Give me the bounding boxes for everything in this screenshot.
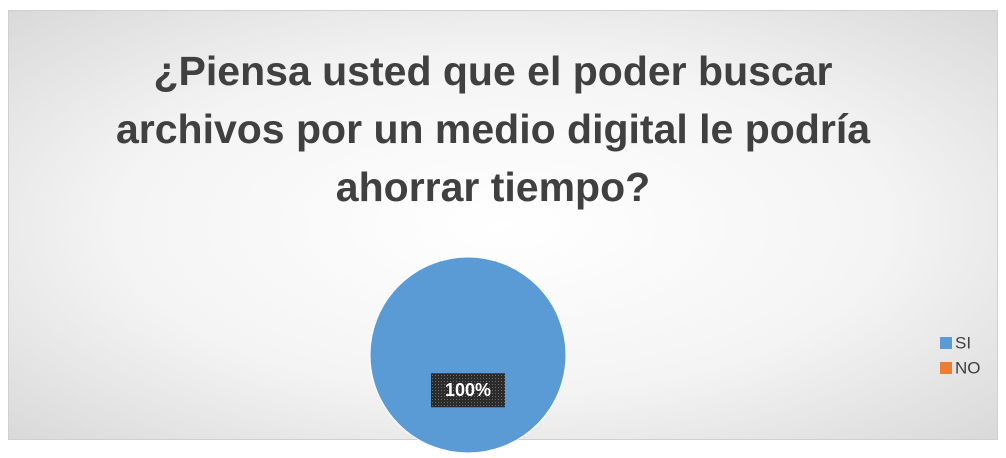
- chart-title: ¿Piensa usted que el poder buscar archiv…: [115, 48, 871, 210]
- legend-swatch: [940, 337, 952, 349]
- data-label: 100%: [445, 380, 491, 400]
- pie-slice: [369, 256, 567, 454]
- data-label-box: [431, 373, 505, 408]
- legend-label: SI: [955, 333, 971, 352]
- legend-label: NO: [955, 358, 981, 377]
- legend-swatch: [940, 362, 952, 374]
